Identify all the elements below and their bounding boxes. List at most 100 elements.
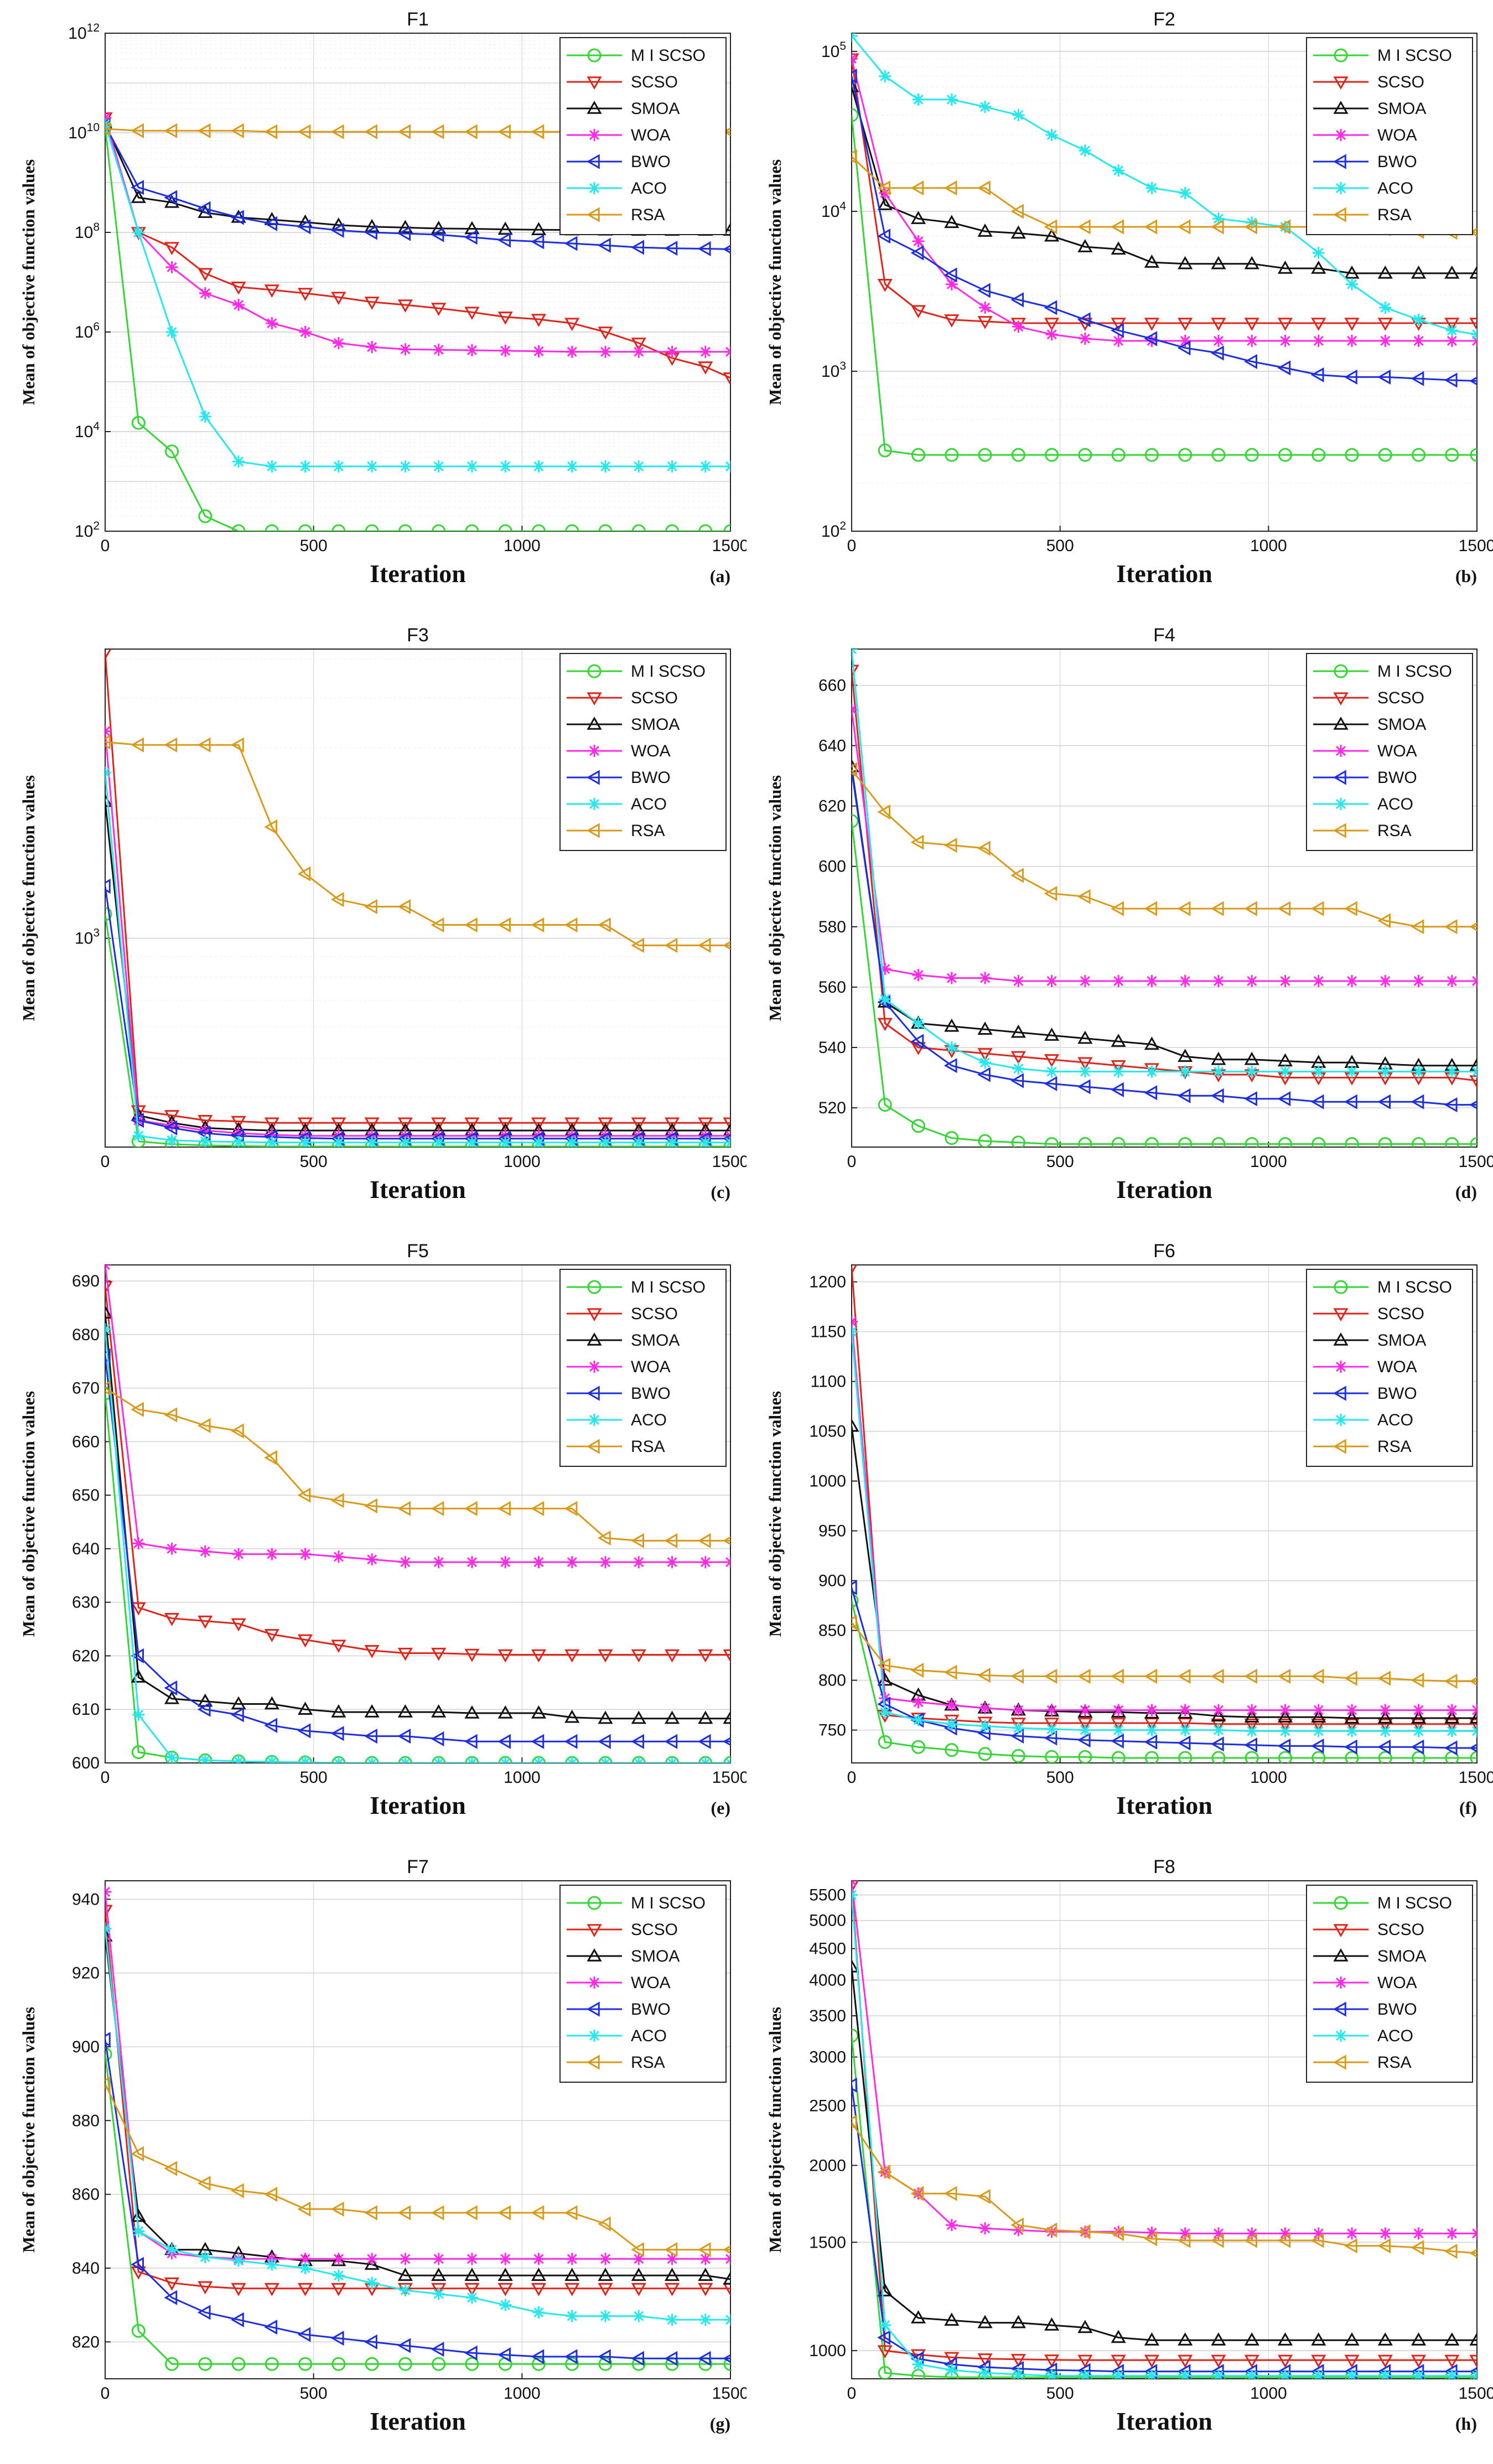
data-point-woa bbox=[945, 972, 958, 984]
data-point-bwo bbox=[1411, 371, 1424, 386]
data-point-bwo bbox=[1244, 1091, 1257, 1107]
data-point-aco bbox=[299, 1756, 312, 1763]
data-point-miscso bbox=[1412, 1137, 1426, 1147]
data-point-smoa bbox=[105, 1305, 113, 1319]
data-point-smoa bbox=[1211, 2332, 1226, 2346]
series-bwo bbox=[852, 69, 1477, 388]
data-point-scso bbox=[264, 1117, 279, 1131]
data-point-rsa bbox=[1277, 901, 1291, 916]
data-point-miscso bbox=[631, 524, 646, 531]
data-point-bwo bbox=[531, 1734, 545, 1749]
legend-item-aco: ACO bbox=[1313, 179, 1413, 198]
legend-marker bbox=[586, 154, 600, 169]
data-point-woa bbox=[1079, 1704, 1091, 1716]
data-point-aco bbox=[1279, 1725, 1292, 1737]
data-point-bwo bbox=[105, 1348, 111, 1364]
data-point-miscso bbox=[498, 524, 512, 531]
data-point-rsa bbox=[564, 917, 578, 933]
y-tick-label: 820 bbox=[72, 2333, 100, 2351]
data-point-woa bbox=[1045, 975, 1058, 987]
chart-title: F6 bbox=[1153, 1241, 1175, 1262]
data-point-smoa bbox=[1010, 225, 1026, 239]
data-point-woa bbox=[1179, 1704, 1191, 1716]
data-point-woa bbox=[1246, 1704, 1258, 1716]
data-point-bwo bbox=[1210, 1736, 1224, 1752]
data-point-rsa bbox=[1010, 868, 1024, 883]
data-point-woa bbox=[1246, 2227, 1258, 2240]
data-point-smoa bbox=[1311, 260, 1326, 274]
data-point-rsa bbox=[231, 737, 244, 753]
data-point-miscso bbox=[1144, 448, 1159, 462]
chart-panel-f4: 0 500 1000 1500 520 540 560 580 600 620 640 660 F4 It… bbox=[746, 616, 1493, 1232]
chart-title: F2 bbox=[1153, 9, 1175, 30]
y-tick-label: 1150 bbox=[810, 1323, 846, 1341]
y-tick-label: 800 bbox=[818, 1672, 846, 1690]
legend-marker bbox=[588, 1414, 600, 1426]
data-point-scso bbox=[598, 2283, 613, 2296]
data-point-woa bbox=[1412, 975, 1425, 987]
data-point-bwo bbox=[1077, 1732, 1091, 1748]
data-point-rsa bbox=[497, 1501, 511, 1516]
data-point-scso bbox=[723, 1117, 730, 1131]
legend-item-rsa: RSA bbox=[567, 822, 665, 840]
data-point-scso bbox=[1277, 1719, 1293, 1732]
legend-marker bbox=[1333, 1439, 1346, 1454]
x-tick-label: 0 bbox=[101, 2384, 110, 2403]
data-point-bwo bbox=[944, 1058, 957, 1073]
legend-marker bbox=[1335, 745, 1347, 757]
data-point-woa bbox=[1079, 975, 1091, 987]
data-point-scso bbox=[1244, 1719, 1259, 1732]
data-point-aco bbox=[1112, 1065, 1125, 1078]
data-point-scso bbox=[1211, 1719, 1226, 1732]
x-tick-label: 1000 bbox=[504, 2384, 541, 2403]
legend-item-woa: WOA bbox=[1313, 1358, 1417, 1376]
series-smoa bbox=[105, 1305, 730, 1724]
data-point-smoa bbox=[723, 2271, 730, 2285]
series-rsa bbox=[105, 1380, 730, 1548]
data-point-smoa bbox=[1311, 1709, 1326, 1723]
data-point-aco bbox=[532, 2306, 545, 2318]
legend-item-smoa: SMOA bbox=[1313, 1947, 1426, 1965]
legend-label: SMOA bbox=[1377, 1331, 1426, 1350]
data-point-aco bbox=[1412, 1065, 1425, 1078]
data-point-aco bbox=[105, 1323, 111, 1336]
panel-label: (e) bbox=[711, 1798, 730, 1818]
data-point-woa bbox=[1379, 2227, 1392, 2240]
legend-item-bwo: BWO bbox=[567, 1384, 671, 1403]
data-point-scso bbox=[164, 242, 180, 256]
legend-item-woa: WOA bbox=[1313, 742, 1417, 760]
y-tick-label: 1010 bbox=[68, 121, 100, 142]
y-tick-label: 3000 bbox=[809, 2048, 846, 2066]
data-point-rsa bbox=[364, 124, 377, 139]
ticks: 0 500 1000 1500 103 bbox=[75, 927, 746, 1171]
data-point-aco bbox=[105, 1922, 111, 1935]
legend-item-miscso: M I SCSO bbox=[567, 1894, 706, 1912]
data-point-woa bbox=[232, 1548, 245, 1560]
data-point-smoa bbox=[431, 1704, 447, 1718]
data-point-scso bbox=[852, 665, 859, 678]
data-point-miscso bbox=[1378, 448, 1392, 462]
x-axis-label: Iteration bbox=[1116, 1791, 1212, 1819]
data-point-scso bbox=[105, 1905, 113, 1918]
data-point-woa bbox=[1412, 334, 1425, 347]
data-point-smoa bbox=[1469, 1710, 1477, 1724]
data-point-woa bbox=[599, 1556, 611, 1569]
data-point-miscso bbox=[1045, 448, 1059, 462]
data-point-rsa bbox=[364, 2205, 377, 2221]
data-point-rsa bbox=[977, 180, 991, 196]
data-point-woa bbox=[1012, 2224, 1025, 2237]
data-point-rsa bbox=[1244, 901, 1257, 916]
data-point-scso bbox=[631, 1649, 646, 1663]
data-point-woa bbox=[499, 344, 512, 357]
series-scso bbox=[105, 112, 730, 386]
data-point-bwo bbox=[564, 236, 578, 251]
legend-marker bbox=[586, 1439, 600, 1454]
data-point-aco bbox=[912, 2358, 925, 2370]
data-point-aco bbox=[165, 1134, 178, 1147]
data-point-aco bbox=[465, 460, 478, 473]
series-woa bbox=[105, 111, 730, 358]
data-point-rsa bbox=[631, 1533, 645, 1548]
data-point-bwo bbox=[1310, 1738, 1324, 1754]
data-point-miscso bbox=[978, 1134, 992, 1147]
